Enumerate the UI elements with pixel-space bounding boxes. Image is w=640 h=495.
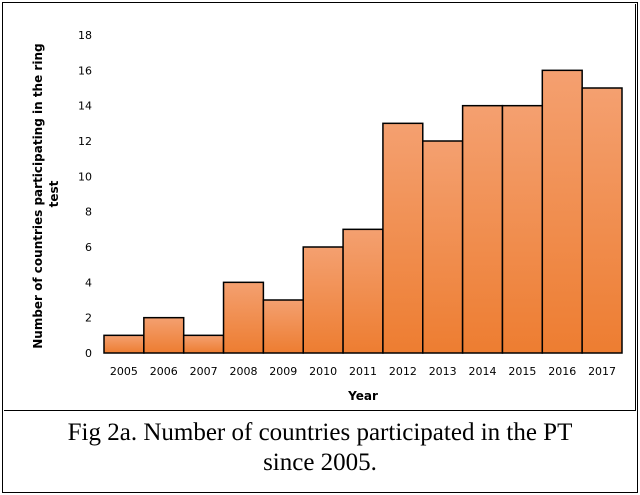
- bar-2016: [541, 69, 583, 354]
- bar-2012: [382, 122, 424, 354]
- bar-2013: [422, 140, 464, 354]
- figure-caption: Fig 2a. Number of countries participated…: [4, 418, 636, 478]
- x-tick-label: 2009: [269, 365, 297, 378]
- x-tick-label: 2013: [429, 365, 457, 378]
- bar-2009: [262, 299, 304, 354]
- x-tick-label: 2017: [588, 365, 616, 378]
- x-tick-label: 2011: [349, 365, 377, 378]
- bar-2006: [143, 316, 185, 354]
- y-axis-title: Number of countries participating in the…: [31, 39, 61, 349]
- x-tick-label: 2008: [229, 365, 257, 378]
- y-tick-label: 16: [78, 64, 92, 77]
- y-tick-label: 0: [85, 347, 92, 360]
- x-axis-title: Year: [347, 389, 378, 403]
- bars: [103, 69, 623, 354]
- x-tick-label: 2014: [469, 365, 497, 378]
- x-tick-label: 2007: [190, 365, 218, 378]
- y-tick-label: 18: [78, 29, 92, 42]
- caption-line-1: Fig 2a. Number of countries participated…: [67, 419, 573, 446]
- caption-line-2: since 2005.: [263, 449, 377, 476]
- y-tick-label: 12: [78, 135, 92, 148]
- bar-chart: 0 2 4 6 8 10 12 14 16 18 2005 2006 2007 2008 2009 2010…: [31, 29, 623, 403]
- y-tick-label: 6: [85, 241, 92, 254]
- x-tick-label: 2005: [110, 365, 138, 378]
- bar-2007: [182, 334, 225, 354]
- y-tick-label: 4: [85, 276, 92, 289]
- bar-2011: [342, 228, 384, 354]
- x-axis-ticks: 2005 2006 2007 2008 2009 2010 2011 2012 2013 2014…: [110, 365, 616, 378]
- y-axis-title-line-1: Number of countries participating in the…: [31, 43, 45, 348]
- bar-2014: [461, 104, 504, 354]
- bar-2008: [222, 281, 265, 354]
- x-tick-label: 2012: [389, 365, 417, 378]
- x-tick-label: 2010: [309, 365, 337, 378]
- y-axis-title-line-2: test: [47, 180, 61, 207]
- x-tick-label: 2015: [508, 365, 536, 378]
- x-tick-label: 2006: [150, 365, 178, 378]
- bar-2017: [581, 87, 623, 354]
- y-tick-label: 2: [85, 312, 92, 325]
- x-tick-label: 2016: [548, 365, 576, 378]
- bar-2005: [103, 334, 145, 354]
- y-axis-ticks: 0 2 4 6 8 10 12 14 16 18: [78, 29, 92, 360]
- bar-2010: [302, 246, 344, 354]
- y-tick-label: 14: [78, 100, 92, 113]
- chart-panel: 0 2 4 6 8 10 12 14 16 18 2005 2006 2007 2008 2009 2010…: [4, 4, 636, 411]
- bar-2015: [501, 104, 544, 354]
- y-tick-label: 8: [85, 206, 92, 219]
- y-tick-label: 10: [78, 170, 92, 183]
